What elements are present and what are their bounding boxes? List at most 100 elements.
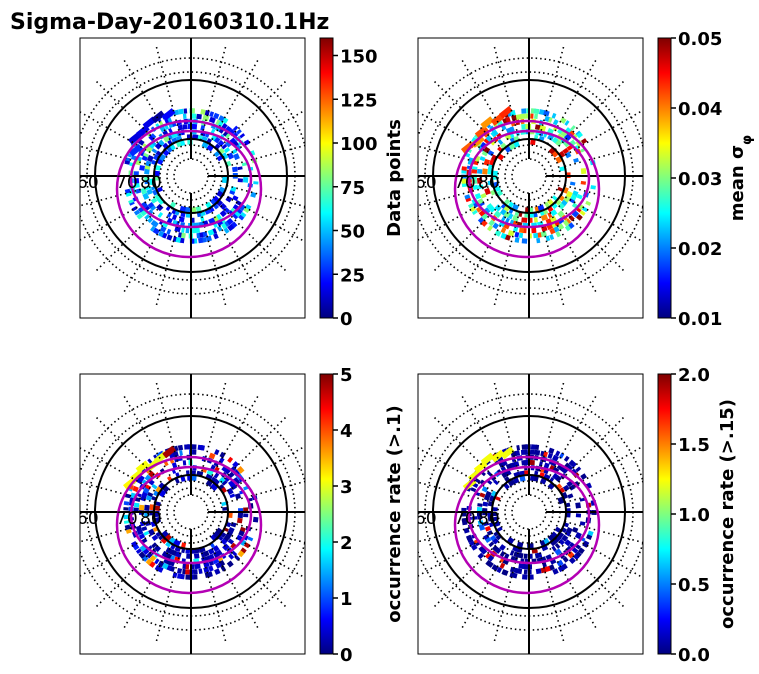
data-patch (488, 219, 495, 227)
data-patch (483, 146, 491, 154)
data-patch (166, 217, 173, 224)
data-patch (580, 473, 588, 480)
data-patch (165, 558, 172, 566)
data-patch (148, 479, 155, 486)
data-patch (536, 237, 541, 244)
data-patch (518, 211, 523, 218)
data-patch (560, 199, 568, 207)
data-patch (172, 539, 181, 547)
grid-radial (222, 529, 305, 579)
data-patch (555, 450, 561, 457)
grid-radial (560, 193, 643, 243)
data-patch (161, 232, 168, 239)
grid-radial (80, 184, 156, 207)
data-patch (575, 213, 583, 221)
data-patch (507, 201, 515, 208)
grid-radial (537, 45, 565, 141)
data-patch (196, 470, 204, 478)
data-patch (135, 460, 150, 474)
data-patch (221, 143, 228, 150)
data-patch (500, 459, 508, 467)
data-patch (154, 516, 162, 523)
data-patch (473, 155, 481, 162)
data-patch (556, 559, 564, 567)
data-patch (225, 160, 232, 167)
data-patch (147, 216, 154, 224)
data-patch (141, 554, 149, 562)
data-patch (486, 203, 493, 209)
data-patch (145, 185, 152, 191)
data-patch (512, 220, 518, 227)
colorbar-tick-label: 25 (340, 265, 365, 286)
data-patch (514, 461, 520, 467)
colorbar-tick-label: 0.0 (678, 645, 710, 666)
figure-title: Sigma-Day-20160310.1Hz (10, 10, 329, 35)
colorbar-tick-label: 1 (340, 589, 353, 610)
data-patch (144, 504, 150, 511)
data-patch (470, 487, 477, 493)
auroral-oval (453, 119, 601, 259)
data-patch (223, 526, 229, 533)
data-patch (208, 565, 214, 572)
data-patch (513, 551, 520, 558)
data-patch (166, 234, 173, 241)
data-patch (227, 456, 234, 463)
data-patch (158, 489, 167, 498)
data-patch (557, 496, 565, 505)
data-patch (531, 558, 537, 564)
data-patch (566, 464, 574, 472)
data-patch (565, 190, 573, 198)
data-patch (165, 540, 172, 548)
data-patch (143, 152, 149, 158)
data-patch (496, 526, 503, 532)
data-patch (477, 184, 484, 190)
data-patch (543, 467, 550, 475)
data-patch (564, 127, 572, 135)
data-patch (503, 553, 510, 560)
data-patch (507, 479, 516, 487)
data-patch (476, 177, 483, 184)
colorbar (319, 373, 334, 655)
data-patch (212, 545, 220, 553)
data-patch (147, 470, 156, 478)
data-patch (568, 484, 576, 491)
oval-outer (115, 455, 263, 595)
data-patch (564, 133, 572, 142)
data-patch (552, 125, 559, 132)
data-patch (178, 108, 184, 115)
data-patch (549, 557, 557, 565)
data-patch (220, 152, 229, 160)
data-patch (169, 457, 175, 464)
data-patch (477, 198, 484, 205)
data-patch (513, 556, 519, 563)
data-patch (218, 127, 225, 134)
data-patch (492, 222, 500, 230)
data-patch (192, 134, 199, 140)
data-patch (514, 210, 520, 217)
lat-label-80: 80 (140, 173, 162, 193)
data-patch (534, 476, 539, 482)
data-patch (554, 543, 561, 549)
data-patch (131, 206, 138, 212)
data-patch (518, 227, 525, 234)
data-patch (538, 109, 546, 116)
data-patch (546, 127, 554, 135)
colorbar-tick-label: 0 (340, 645, 353, 666)
data-patch (479, 156, 486, 162)
data-patch (231, 550, 238, 557)
data-patch (547, 534, 555, 542)
grid-radial (418, 529, 498, 578)
data-patch (562, 484, 570, 492)
data-patch (155, 150, 163, 157)
data-patch (202, 220, 209, 227)
data-patch (144, 168, 150, 175)
data-patch (228, 128, 236, 136)
data-patch (562, 147, 569, 155)
data-patch (504, 234, 511, 241)
polar-map: 60 70 80 (418, 38, 643, 318)
data-patch (492, 537, 499, 545)
data-patch (210, 128, 216, 135)
data-patch (535, 568, 542, 575)
data-patch (554, 548, 562, 556)
auroral-oval (453, 455, 601, 595)
